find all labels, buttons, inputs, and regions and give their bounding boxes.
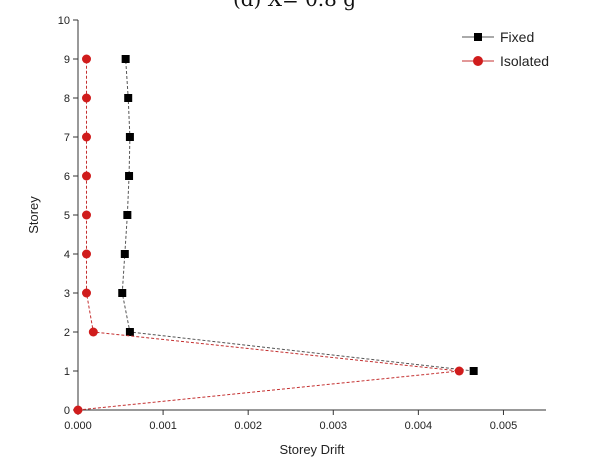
x-tick-label: 0.001 bbox=[149, 420, 177, 432]
data-point-fixed bbox=[124, 94, 133, 102]
y-tick-label: 5 bbox=[64, 210, 70, 222]
y-tick-label: 9 bbox=[64, 54, 70, 66]
data-point-isolated bbox=[82, 288, 92, 298]
legend-label-isolated: Isolated bbox=[500, 53, 549, 69]
data-point-isolated bbox=[73, 405, 83, 415]
y-tick-label: 6 bbox=[64, 171, 70, 183]
y-tick-label: 1 bbox=[64, 366, 70, 378]
x-tick-label: 0.005 bbox=[490, 420, 518, 432]
data-point-isolated bbox=[88, 327, 98, 337]
x-tick-label: 0.000 bbox=[64, 420, 92, 432]
y-tick-label: 0 bbox=[64, 405, 70, 417]
legend-label-fixed: Fixed bbox=[500, 29, 534, 45]
data-point-isolated bbox=[82, 132, 92, 142]
data-point-isolated bbox=[454, 366, 464, 376]
data-point-fixed bbox=[125, 133, 134, 141]
data-point-fixed bbox=[123, 211, 132, 219]
y-tick-label: 8 bbox=[64, 93, 70, 105]
series-line-fixed bbox=[121, 58, 474, 372]
y-tick-label: 10 bbox=[58, 15, 70, 27]
data-point-isolated bbox=[82, 171, 92, 181]
x-tick-label: 0.004 bbox=[405, 420, 433, 432]
data-point-isolated bbox=[82, 54, 92, 64]
y-tick-label: 2 bbox=[64, 327, 70, 339]
y-tick-label: 7 bbox=[64, 132, 70, 144]
data-point-isolated bbox=[82, 249, 92, 259]
chart-title: (d) X= 0.8 g bbox=[0, 0, 589, 11]
data-point-fixed bbox=[125, 328, 134, 336]
x-axis-label: Storey Drift bbox=[279, 442, 344, 457]
legend-marker-isolated bbox=[473, 56, 483, 66]
y-axis-label: Storey bbox=[26, 196, 41, 234]
x-tick-label: 0.003 bbox=[320, 420, 348, 432]
data-point-fixed bbox=[118, 289, 127, 297]
data-point-fixed bbox=[121, 55, 130, 63]
y-tick-label: 3 bbox=[64, 288, 70, 300]
series-line-isolated bbox=[77, 59, 460, 411]
data-point-fixed bbox=[120, 250, 129, 258]
data-point-fixed bbox=[469, 367, 478, 375]
data-point-isolated bbox=[82, 93, 92, 103]
y-tick-label: 4 bbox=[64, 249, 70, 261]
legend-marker-fixed bbox=[474, 33, 482, 41]
data-point-fixed bbox=[125, 172, 134, 180]
x-tick-label: 0.002 bbox=[234, 420, 262, 432]
data-point-isolated bbox=[82, 210, 92, 220]
